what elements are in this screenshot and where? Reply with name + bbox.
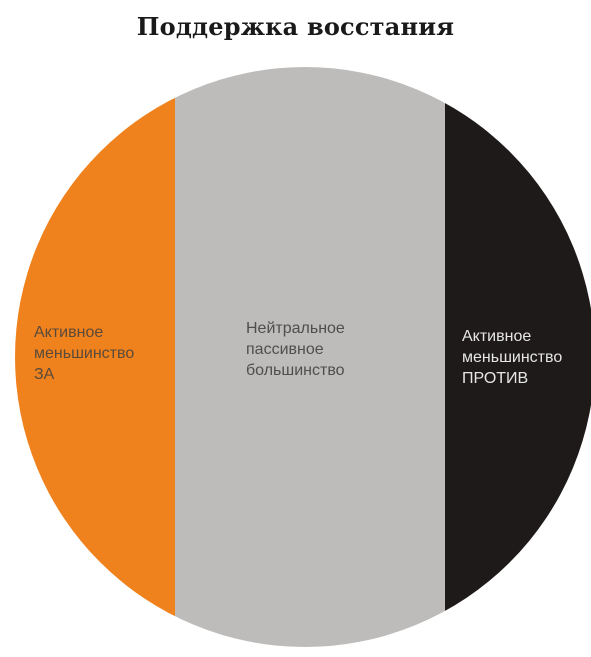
segment-neutral-passive-majority: [175, 67, 445, 647]
label-active-minority-for: Активное меньшинство ЗА: [34, 324, 135, 383]
diagram-title: Поддержка восстания: [136, 12, 455, 41]
label-active-minority-against: Активное меньшинство ПРОТИВ: [462, 328, 563, 387]
label-neutral-passive-majority: Нейтральное пассивное большинство: [246, 320, 345, 379]
